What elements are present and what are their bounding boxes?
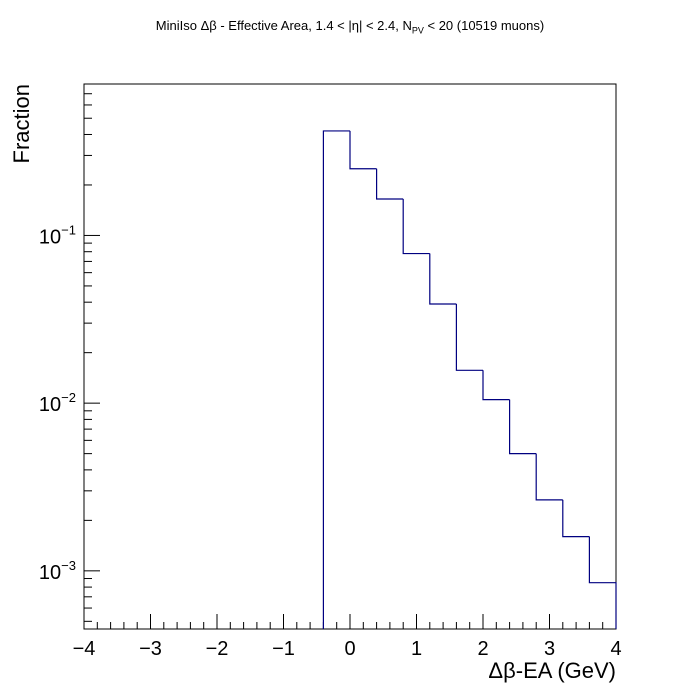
chart-title: MiniIso Δβ - Effective Area, 1.4 < |η| <… <box>155 18 545 36</box>
x-tick-label: −2 <box>206 638 229 660</box>
x-axis-label: Δβ-EA (GeV) <box>488 658 616 683</box>
histogram-bin <box>376 168 404 200</box>
histogram-bin <box>482 370 510 401</box>
x-tick-label: 0 <box>344 638 355 660</box>
histogram-bin <box>429 253 457 305</box>
histogram-bin <box>509 399 537 455</box>
x-tick-label: −1 <box>272 638 295 660</box>
histogram-bin <box>535 453 563 501</box>
x-tick-label: −4 <box>73 638 96 660</box>
y-tick-label: 10−3 <box>39 558 76 584</box>
x-tick-label: 1 <box>411 638 422 660</box>
histogram-bin <box>588 536 617 629</box>
histogram-bin <box>349 130 377 170</box>
y-tick-label: 10−2 <box>39 390 76 416</box>
x-tick-label: 3 <box>544 638 555 660</box>
x-tick-label: 2 <box>477 638 488 660</box>
x-tick-label: −3 <box>139 638 162 660</box>
x-tick-label: 4 <box>610 638 621 660</box>
axis-ticks <box>83 83 617 629</box>
y-tick-label: 10−1 <box>39 222 76 248</box>
histogram-bin <box>562 499 590 538</box>
histogram-bin <box>455 304 483 371</box>
y-axis-label: Fraction <box>9 84 34 163</box>
tick-labels: −4 −3 −2 −1 0 1 2 3 4 10−1 10−2 10−3 <box>39 222 622 660</box>
histogram-bin <box>402 198 430 255</box>
histogram-bins <box>322 130 617 629</box>
histogram-bin <box>322 130 350 629</box>
